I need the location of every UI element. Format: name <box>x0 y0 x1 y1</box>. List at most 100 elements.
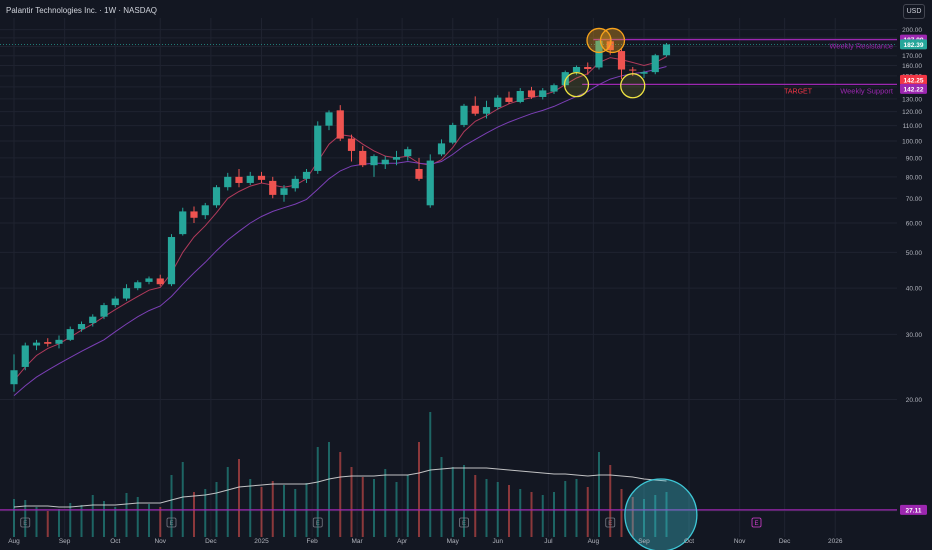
candle[interactable] <box>224 172 232 191</box>
volume-bar <box>373 479 375 537</box>
candle[interactable] <box>494 95 502 110</box>
candle[interactable] <box>100 302 108 320</box>
volume-bar <box>530 492 533 537</box>
earnings-marker <box>459 517 469 528</box>
time-tick-label: Nov <box>154 538 166 545</box>
price-tag-bg <box>900 74 927 85</box>
candle[interactable] <box>617 47 626 80</box>
candle[interactable] <box>55 335 63 349</box>
price-tick-label: 110.00 <box>903 123 923 130</box>
candle[interactable] <box>595 38 603 70</box>
candles[interactable] <box>10 37 671 392</box>
candle[interactable] <box>179 207 187 236</box>
candle-body <box>404 149 412 157</box>
volume-highlight-circle <box>624 478 698 550</box>
time-tick-label: Mar <box>352 538 364 545</box>
candle[interactable] <box>44 338 52 347</box>
candle-body <box>527 90 536 97</box>
candle[interactable] <box>370 154 378 177</box>
candle[interactable] <box>190 206 198 224</box>
candle[interactable] <box>471 96 479 116</box>
time-tick-label: Dec <box>205 538 217 545</box>
candle[interactable] <box>460 103 468 128</box>
candle[interactable] <box>32 339 41 351</box>
candle[interactable] <box>550 83 558 94</box>
volume-bar <box>350 467 353 537</box>
volume-bar <box>238 459 240 537</box>
earnings-marker-label: E <box>462 521 466 527</box>
candle[interactable] <box>449 122 457 145</box>
candle[interactable] <box>336 105 344 141</box>
candle[interactable] <box>437 139 446 157</box>
candle-body <box>426 160 434 206</box>
candle[interactable] <box>516 88 524 104</box>
volume-bar <box>58 509 60 537</box>
candle[interactable] <box>325 110 333 131</box>
candle[interactable] <box>651 53 659 75</box>
axes: 10.0020.0030.0040.0050.0060.0070.0080.00… <box>8 27 922 545</box>
time-tick-label: Oct <box>110 538 120 545</box>
candle[interactable] <box>167 234 176 287</box>
candle[interactable] <box>381 156 389 169</box>
candle[interactable] <box>392 150 401 166</box>
candle[interactable] <box>156 274 164 287</box>
candle[interactable] <box>561 70 569 87</box>
candle[interactable] <box>662 43 671 57</box>
candle[interactable] <box>212 185 221 208</box>
volume-bar <box>80 505 83 537</box>
resistance-label: Weekly Resistance <box>829 42 893 51</box>
candle[interactable] <box>359 145 367 168</box>
candle[interactable] <box>145 276 153 285</box>
volume-bar <box>620 489 623 537</box>
candle[interactable] <box>584 62 592 75</box>
candle[interactable] <box>640 70 648 78</box>
candle[interactable] <box>235 168 243 188</box>
candle[interactable] <box>314 121 322 174</box>
candle[interactable] <box>539 88 547 100</box>
candle[interactable] <box>21 342 29 371</box>
earnings-marker <box>312 517 323 528</box>
price-tick-label: 90.00 <box>906 155 923 162</box>
candle[interactable] <box>77 321 86 332</box>
candle[interactable] <box>280 185 288 202</box>
candle[interactable] <box>404 146 412 161</box>
candle[interactable] <box>269 176 277 199</box>
candle-body <box>617 51 626 70</box>
candle[interactable] <box>527 86 536 99</box>
volume-bar <box>598 452 600 537</box>
candle[interactable] <box>426 154 434 208</box>
candle[interactable] <box>246 171 254 186</box>
volume-layer <box>0 412 897 537</box>
currency-button[interactable]: USD <box>903 4 925 19</box>
candle[interactable] <box>291 175 299 192</box>
candle[interactable] <box>10 354 18 392</box>
candle-body <box>224 176 232 188</box>
candle[interactable] <box>257 171 266 183</box>
candle-body <box>89 316 97 324</box>
candle[interactable] <box>111 296 119 308</box>
volume-bar <box>328 442 330 537</box>
candle[interactable] <box>302 168 311 183</box>
price-tick-label: 130.00 <box>902 96 922 103</box>
volume-bar <box>519 489 522 537</box>
candle[interactable] <box>122 284 131 301</box>
volume-bar <box>193 492 195 537</box>
candle[interactable] <box>66 326 74 341</box>
volume-bar <box>181 462 184 537</box>
candle[interactable] <box>347 134 356 162</box>
candle[interactable] <box>89 314 97 327</box>
candle[interactable] <box>482 100 491 119</box>
candle-body <box>190 211 198 218</box>
candle[interactable] <box>201 202 209 220</box>
candle[interactable] <box>505 91 513 104</box>
price-tick-label: 80.00 <box>906 174 923 181</box>
time-tick-label: 2026 <box>828 538 843 545</box>
price-tag-bg <box>900 504 927 515</box>
candle-body <box>201 205 209 216</box>
candle-body <box>235 176 243 183</box>
candle[interactable] <box>415 157 423 181</box>
candle[interactable] <box>134 280 142 291</box>
